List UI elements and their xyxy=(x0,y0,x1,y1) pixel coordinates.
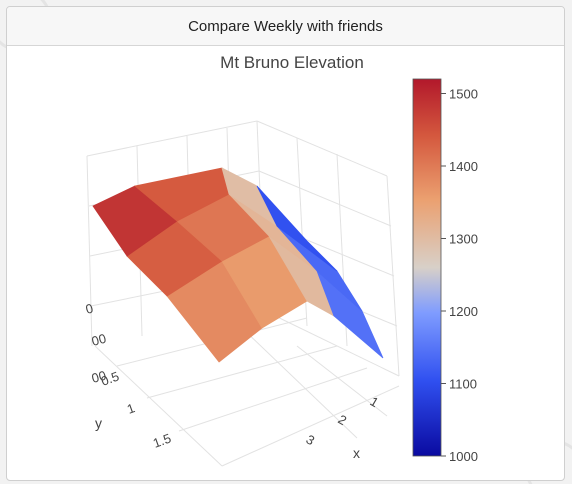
x-tick-2: 3 xyxy=(304,432,318,449)
z-tick-0: 00 xyxy=(90,368,108,386)
plot-area[interactable]: Mt Bruno Elevation xyxy=(7,46,565,481)
colorbar-tick-0: 1000 xyxy=(449,449,478,464)
x-tick-0: 1 xyxy=(368,394,382,411)
colorbar-tick-1: 1100 xyxy=(449,377,477,392)
chart-card: Compare Weekly with friends Mt Bruno Ele… xyxy=(6,6,565,481)
y-tick-2: 1.5 xyxy=(151,431,173,451)
card-title: Compare Weekly with friends xyxy=(188,17,383,35)
y-axis-label: y xyxy=(95,415,102,431)
colorbar-tick-3: 1300 xyxy=(449,232,478,247)
surface[interactable] xyxy=(92,167,384,363)
card-header: Compare Weekly with friends xyxy=(7,7,564,46)
chart-title: Mt Bruno Elevation xyxy=(220,53,364,72)
x-axis-ticks: 1 2 3 xyxy=(304,394,382,449)
colorbar xyxy=(412,78,442,457)
colorbar-tick-5: 1500 xyxy=(449,87,478,102)
surface-plot[interactable]: Mt Bruno Elevation xyxy=(7,46,565,481)
z-tick-2: 0 xyxy=(84,301,95,317)
z-tick-1: 00 xyxy=(90,331,108,349)
y-tick-1: 1 xyxy=(125,400,137,417)
x-axis-label: x xyxy=(353,445,360,461)
y-tick-0: 0.5 xyxy=(99,369,121,389)
colorbar-tick-2: 1200 xyxy=(449,304,478,319)
surface-patch-3 xyxy=(316,270,384,359)
colorbar-tick-4: 1400 xyxy=(449,159,478,174)
z-axis-ticks: 00 00 0 xyxy=(84,301,108,386)
colorbar-ticks: 1000 1100 1200 1300 1400 1500 xyxy=(441,87,478,464)
surface-patch-11 xyxy=(256,185,338,272)
y-axis-ticks: 0.5 1 1.5 xyxy=(99,369,173,451)
